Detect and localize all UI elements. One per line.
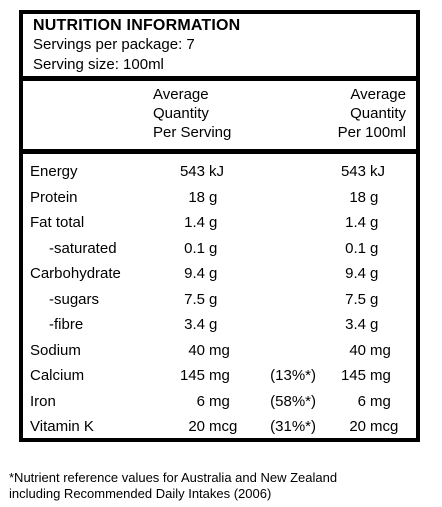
per-serving-unit: g [209, 214, 218, 231]
header-per-100ml-line2: Quantity [350, 105, 406, 122]
footnote: *Nutrient reference values for Australia… [9, 470, 434, 502]
nutrient-row: Calcium 145 mg (13%*) 145 mg [23, 363, 416, 389]
nutrient-row: Energy 543 kJ 543 kJ [23, 159, 416, 185]
table-divider [23, 149, 416, 154]
nutrient-name: Protein [30, 188, 78, 206]
per-100ml-value: 18 [349, 188, 366, 206]
per-100ml-value: 40 [349, 341, 366, 359]
per-serving-unit: g [209, 290, 218, 308]
nutrient-name: Calcium [30, 367, 85, 384]
panel-title: NUTRITION INFORMATION [33, 17, 241, 34]
per-serving-value: 7.5 [184, 290, 205, 308]
footnote-line1: *Nutrient reference values for Australia… [9, 470, 338, 485]
serving-size: Serving size: 100ml [33, 56, 164, 73]
per-100ml-value: 543 [340, 163, 366, 180]
per-serving-unit: kJ [209, 163, 224, 180]
per-100ml-value: 3.4 [345, 316, 366, 333]
nutrient-row: Protein 18 g 18 g [23, 185, 416, 211]
reference-intake: (58%*) [270, 392, 316, 410]
nutrition-panel: NUTRITION INFORMATION Servings per packa… [19, 10, 420, 442]
nutrient-row: -fibre 3.4 g 3.4 g [23, 312, 416, 338]
nutrient-name: -saturated [49, 239, 117, 257]
nutrient-name: Sodium [30, 341, 81, 359]
per-serving-unit: mg [209, 341, 230, 359]
per-100ml-unit: mcg [370, 418, 399, 435]
per-serving-unit: g [209, 316, 218, 333]
nutrient-table: Energy 543 kJ 543 kJ Protein 18 g 18 g Fat total 1.… [23, 159, 416, 440]
header-per-serving-line2: Quantity [153, 105, 209, 122]
header-per-serving-line1: Average [153, 86, 209, 103]
header-per-100ml-line1: Average [350, 86, 406, 103]
nutrient-row: -sugars 7.5 g 7.5 g [23, 287, 416, 313]
nutrient-name: Iron [30, 392, 56, 410]
nutrient-row: -saturated 0.1 g 0.1 g [23, 236, 416, 262]
nutrient-row: Carbohydrate 9.4 g 9.4 g [23, 261, 416, 287]
per-100ml-unit: g [370, 316, 379, 333]
per-serving-value: 145 [179, 367, 205, 384]
header-per-100ml-line3: Per 100ml [337, 124, 406, 141]
reference-intake: (13%*) [270, 367, 316, 384]
per-serving-value: 18 [188, 188, 205, 206]
per-100ml-unit: g [370, 239, 379, 257]
per-serving-value: 40 [188, 341, 205, 359]
per-serving-unit: mcg [209, 418, 238, 435]
nutrient-name: Fat total [30, 214, 85, 231]
nutrient-name: -sugars [49, 290, 100, 308]
per-100ml-unit: mg [370, 392, 391, 410]
per-100ml-value: 0.1 [345, 239, 366, 257]
per-serving-value: 0.1 [184, 239, 205, 257]
reference-intake: (31%*) [270, 418, 316, 435]
nutrient-row: Fat total 1.4 g 1.4 g [23, 210, 416, 236]
nutrient-row: Sodium 40 mg 40 mg [23, 338, 416, 364]
per-serving-unit: mg [209, 367, 230, 384]
per-100ml-unit: mg [370, 367, 391, 384]
per-100ml-unit: mg [370, 341, 391, 359]
header-divider [23, 76, 416, 81]
per-100ml-value: 6 [357, 392, 366, 410]
per-serving-value: 20 [188, 418, 205, 435]
header-per-100ml: Average Quantity Per 100ml [338, 85, 406, 142]
per-serving-value: 9.4 [184, 265, 205, 282]
per-serving-value: 543 [179, 163, 205, 180]
per-100ml-unit: g [370, 290, 379, 308]
per-100ml-value: 9.4 [345, 265, 366, 282]
per-serving-value: 6 [196, 392, 205, 410]
per-100ml-value: 20 [349, 418, 366, 435]
per-serving-value: 3.4 [184, 316, 205, 333]
per-100ml-value: 145 [340, 367, 366, 384]
nutrient-row: Vitamin K 20 mcg (31%*) 20 mcg [23, 414, 416, 440]
header-per-serving: Average Quantity Per Serving [153, 85, 231, 142]
per-100ml-unit: kJ [370, 163, 385, 180]
nutrient-name: Vitamin K [30, 418, 94, 435]
per-serving-unit: mg [209, 392, 230, 410]
nutrient-name: -fibre [49, 316, 84, 333]
per-100ml-unit: g [370, 188, 379, 206]
header-per-serving-line3: Per Serving [153, 124, 232, 141]
per-100ml-value: 7.5 [345, 290, 366, 308]
per-100ml-unit: g [370, 265, 379, 282]
per-100ml-unit: g [370, 214, 379, 231]
nutrient-row: Iron 6 mg (58%*) 6 mg [23, 389, 416, 415]
per-serving-unit: g [209, 239, 218, 257]
per-100ml-value: 1.4 [345, 214, 366, 231]
footnote-line2: including Recommended Daily Intakes (200… [9, 486, 272, 501]
nutrient-name: Carbohydrate [30, 265, 121, 282]
servings-per-package: Servings per package: 7 [33, 36, 195, 53]
nutrient-name: Energy [30, 163, 78, 180]
per-serving-unit: g [209, 188, 218, 206]
per-serving-unit: g [209, 265, 218, 282]
per-serving-value: 1.4 [184, 214, 205, 231]
